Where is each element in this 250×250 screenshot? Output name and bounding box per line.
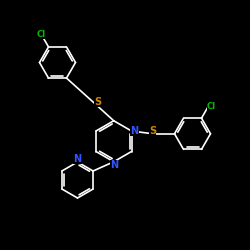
Text: Cl: Cl: [207, 102, 216, 111]
Text: Cl: Cl: [36, 30, 46, 38]
Text: S: S: [149, 126, 156, 136]
Text: S: S: [94, 97, 102, 107]
Text: N: N: [130, 126, 138, 136]
Text: N: N: [74, 154, 82, 164]
Text: N: N: [110, 160, 118, 170]
